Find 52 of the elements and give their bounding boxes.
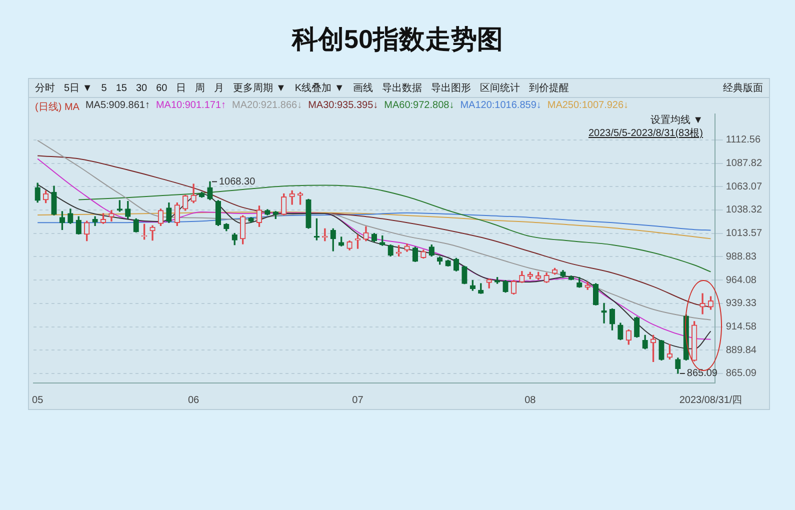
text: 导出数据 [382,82,422,95]
text: 到价提醒 [529,82,570,95]
y-tick-label: 988.83 [726,251,757,262]
text: K线叠加 ▼ [294,82,344,95]
y-tick-label: 1112.56 [726,134,761,146]
text: 月 [214,82,224,95]
text: MA250:1007.926↓ [547,100,629,113]
text: MA120:1016.859↓ [460,100,542,113]
y-tick-label: 1087.82 [726,158,762,169]
text: MA20:921.866↓ [232,100,302,113]
text: 周 [195,82,206,95]
annotation: 2023/5/5-2023/8/31(83根) [588,127,703,140]
x-tick-label: 08 [524,394,536,406]
text: 日 [176,82,186,95]
line-series [78,184,712,272]
y-tick-label: 865.09 [726,368,757,380]
line-series [37,158,712,340]
x-tick-label: 05 [32,394,44,406]
candlestick [700,293,706,314]
text: MA10:901.171↑ [156,100,226,113]
text: MA30:935.395↓ [308,100,378,113]
text: 经典版面 [723,82,763,95]
text: 更多周期 ▼ [233,82,286,95]
text: 5日 ▼ [64,82,92,95]
annotation: 设置均线 ▼ [649,114,703,127]
y-tick-label: 964.08 [726,274,757,286]
x-tick-label: 07 [352,394,364,406]
text: 画线 [353,82,374,95]
y-tick-label: 889.84 [726,344,757,356]
x-tick-label: 06 [188,394,200,406]
text: 30 [136,82,148,94]
y-tick-label: 1013.57 [726,228,762,240]
annotation: 865.09 [686,368,718,380]
line-series [37,140,712,320]
y-tick-label: 1063.07 [726,181,762,192]
candlestick [289,190,295,205]
y-tick-label: 914.58 [726,322,757,333]
legend-title: (日线) MA [35,100,80,114]
text: 导出图形 [431,82,472,95]
text: MA60:972.808↓ [384,100,454,113]
text: 15 [116,82,127,94]
text: 区间统计 [480,82,520,95]
text: 60 [156,82,168,94]
y-tick-label: 1038.32 [726,204,762,216]
x-tick-label: 2023/08/31/四 [679,394,742,406]
annotation: 1068.30 [218,176,256,188]
y-tick-label: 939.33 [726,298,757,310]
text: MA5:909.861↑ [85,100,150,113]
text: 5 [101,82,107,94]
text: 分时 [35,82,55,95]
line-series [37,184,712,350]
chart-title: 科创50指数走势图 [290,23,504,56]
